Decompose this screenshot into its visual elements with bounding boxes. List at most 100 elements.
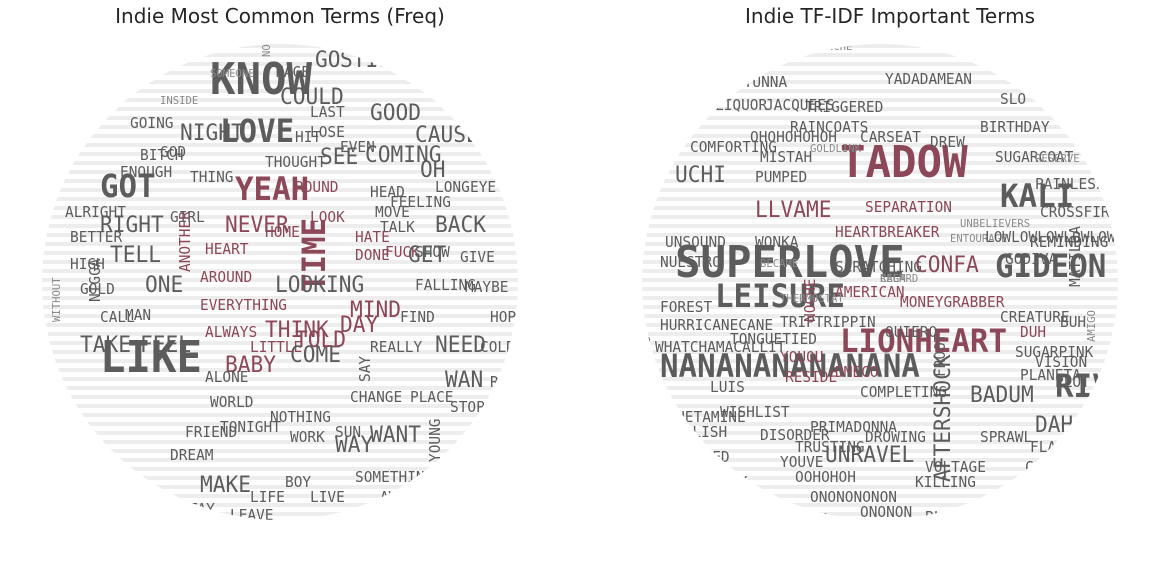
word-buh: BUH <box>1060 313 1086 331</box>
word-triggered: TRIGGERED <box>805 98 883 116</box>
word-american: AMERICAN <box>835 283 905 301</box>
word-youou: YOUOU <box>780 348 824 366</box>
word-oh: OH <box>420 158 446 183</box>
word-another: ANOTHER <box>176 210 194 272</box>
word-ononon: ONONON <box>860 503 912 521</box>
word-say: SAY <box>356 356 374 382</box>
word-crossfire: CROSSFIRE <box>1040 203 1118 221</box>
word-stay: STAY <box>180 500 215 518</box>
word-cardiac: CARDIAC <box>1025 458 1086 476</box>
word-take: TAKE <box>80 333 131 358</box>
word-regard: REGARD <box>880 272 918 285</box>
word-sun: SUN <box>335 423 361 441</box>
word-always: ALWAYS <box>205 323 257 341</box>
word-got: GOT <box>100 167 156 205</box>
word-never: NEVER <box>225 213 290 238</box>
filler-terms-texture <box>42 476 518 480</box>
word-avalanche: AVALANCHE <box>795 40 852 53</box>
filler-terms-texture <box>42 404 518 408</box>
word-aftershock: AFTERSHOCK <box>931 354 956 482</box>
word-carseat: CARSEAT <box>860 128 921 146</box>
filler-terms-texture <box>42 440 518 444</box>
filler-terms-texture <box>642 233 1118 237</box>
word-tell: TELL <box>110 243 161 268</box>
filler-terms-texture <box>42 233 518 237</box>
word-leisure: LEISURE <box>715 277 845 315</box>
filler-terms-texture <box>642 485 1118 489</box>
filler-terms-texture <box>42 71 518 75</box>
word-lose: LOSE <box>310 123 345 141</box>
filler-terms-texture <box>642 242 1118 246</box>
word-blooming: BLOOMING <box>925 508 995 522</box>
filler-terms-texture <box>42 368 518 372</box>
filler-terms-texture <box>42 449 518 453</box>
word-heartbreaker: HEARTBREAKER <box>835 223 940 241</box>
filler-terms-texture <box>42 413 518 417</box>
word-elevated: ELEVATED <box>660 448 730 466</box>
word-wonka: WONKA <box>755 233 799 251</box>
filler-terms-texture <box>42 80 518 84</box>
word-going: GOING <box>130 114 174 132</box>
word-yeah: YEAH <box>235 170 309 208</box>
word-even: EVEN <box>340 138 375 156</box>
word-tonguetied: TONGUETIED <box>730 330 817 348</box>
word-see: SEE <box>320 145 358 170</box>
word-badum: BADUM <box>970 383 1034 408</box>
word-way: WAY <box>335 433 373 458</box>
word-little: LITTLE <box>250 338 302 356</box>
filler-terms-texture <box>42 287 518 291</box>
word-life: LIFE <box>250 488 285 506</box>
word-know: KNOW <box>210 54 313 105</box>
word-became: BECAME <box>760 257 798 270</box>
word-show: SHOW <box>415 243 451 261</box>
filler-terms-texture <box>42 314 518 318</box>
word-tadow: TADOW <box>840 137 968 188</box>
word-around: AROUND <box>200 268 252 286</box>
word-looking: LOOKING <box>275 273 364 298</box>
word-without: WITHOUT <box>50 277 63 322</box>
filler-terms-texture <box>642 125 1118 129</box>
word-luis: LUIS <box>710 378 745 396</box>
word-thermostat: THERMOSTAT <box>780 292 844 305</box>
word-young: YOUNG <box>426 419 444 463</box>
filler-terms-texture <box>642 53 1118 57</box>
filler-terms-texture <box>642 80 1118 84</box>
word-raincoats: RAINCOATS <box>790 118 868 136</box>
word-night: NIGHT <box>180 121 244 146</box>
word-voltage: VOLTAGE <box>925 458 986 476</box>
word-howling: HOWLING <box>640 336 654 397</box>
word-noche: NOCHE <box>801 279 819 323</box>
word-someone: SOMEONE <box>210 67 255 80</box>
word-miind: MIIND <box>730 498 774 516</box>
word-need: NEED <box>435 333 486 358</box>
word-love: LOVE <box>220 112 294 150</box>
word-forest: FOREST <box>660 298 712 316</box>
filler-terms-texture <box>42 197 518 201</box>
word-bed: BED <box>1005 43 1031 61</box>
word-told: TOLD <box>295 328 346 353</box>
word-biddydadum: BIDDYDADUM <box>740 510 827 522</box>
word-scratching: SCRATCHING <box>835 258 922 276</box>
filler-terms-texture <box>642 116 1118 120</box>
filler-terms-texture <box>642 350 1118 354</box>
filler-terms-texture <box>642 332 1118 336</box>
word-primadonna: PRIMADONNA <box>810 418 897 436</box>
word-jacquees: JACQUEES <box>765 96 835 114</box>
word-confa: CONFA <box>915 253 979 278</box>
filler-terms-texture <box>42 98 518 102</box>
filler-terms-texture <box>42 44 518 48</box>
word-moneygrabber: MONEYGRABBER <box>900 293 1005 311</box>
word-come: COME <box>290 343 341 368</box>
word-thing: THING <box>190 168 234 186</box>
word-superlove: SUPERLOVE <box>675 237 905 288</box>
word-creature: CREATURE <box>1000 308 1070 326</box>
word-trusting: TRUSTING <box>795 438 865 456</box>
word-comforting: COMFORTING <box>690 138 777 156</box>
word-want: WANT <box>370 423 421 448</box>
word-sugarpink: SUGARPINK <box>1015 343 1093 361</box>
filler-terms-texture <box>42 179 518 183</box>
filler-terms-texture <box>642 395 1118 399</box>
filler-terms-texture <box>642 224 1118 228</box>
word-pumped: PUMPED <box>755 168 807 186</box>
